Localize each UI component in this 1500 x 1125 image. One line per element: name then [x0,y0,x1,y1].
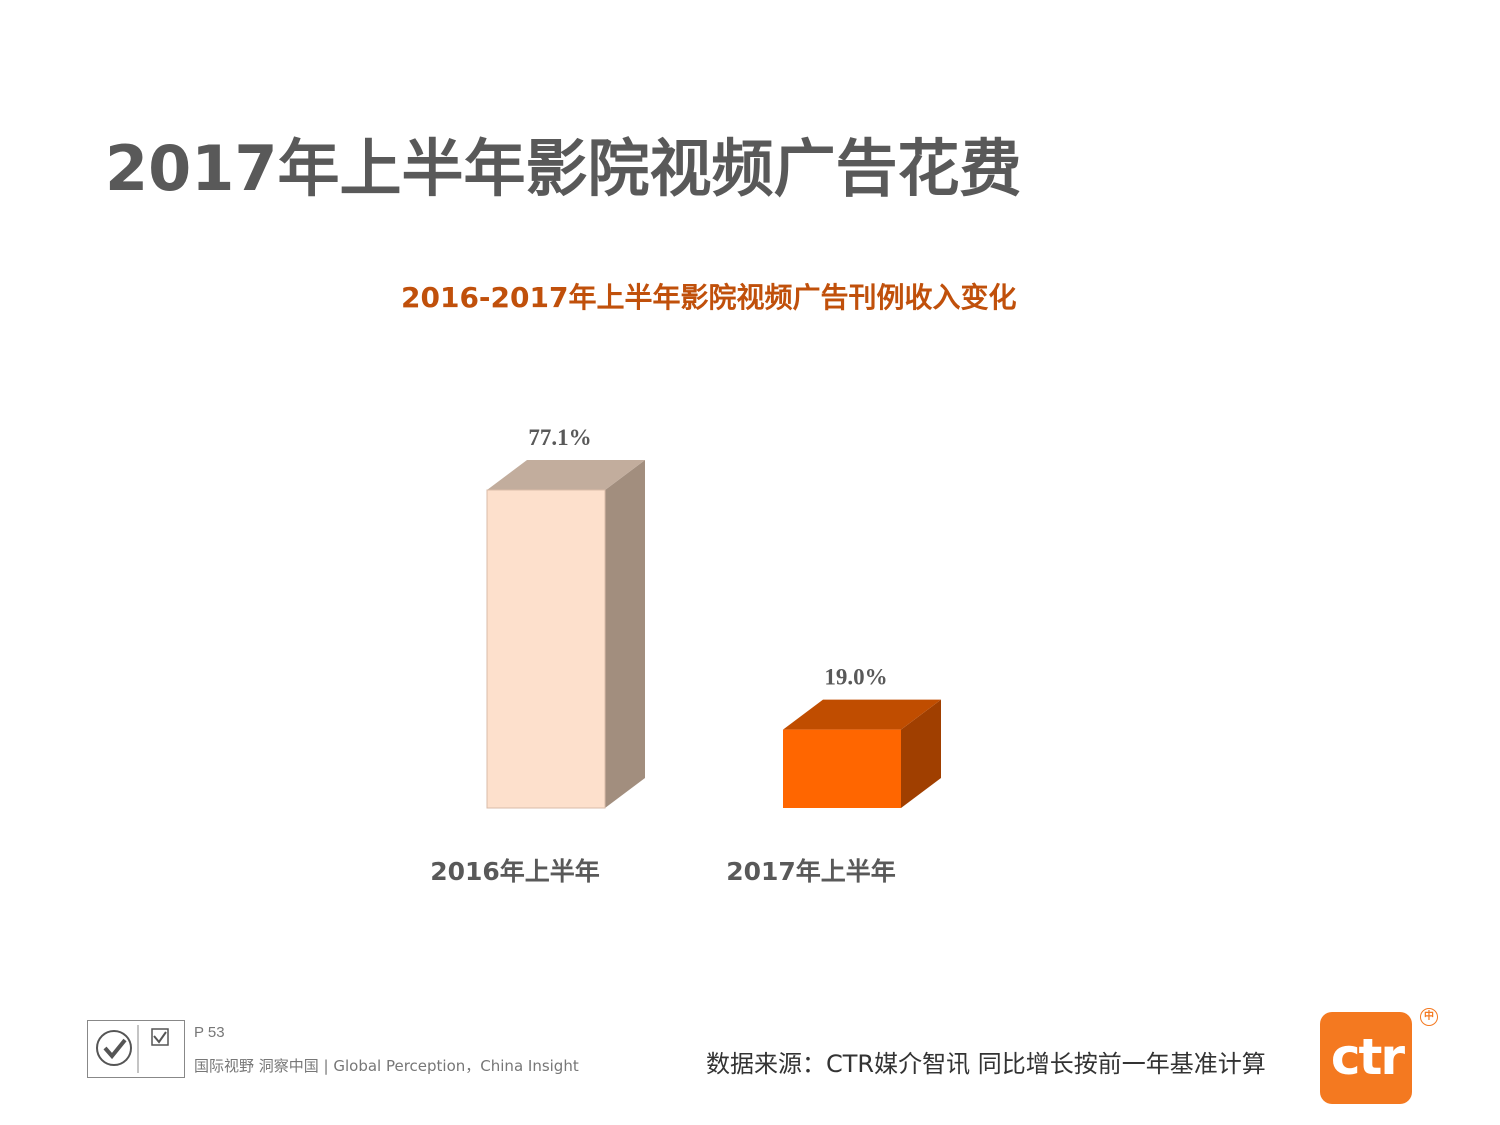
bar-top-2 [783,699,941,730]
page-title: 2017年上半年影院视频广告花费 [105,132,1022,205]
bar-side-2 [901,699,941,808]
value-label-1: 77.1% [528,425,591,450]
category-label-2: 2017年上半年 [726,857,896,886]
bar-side-1 [605,459,645,808]
page-number: P 53 [194,1024,225,1041]
value-label-2: 19.0% [824,665,887,690]
data-source-note: 数据来源：CTR媒介智讯 同比增长按前一年基准计算 [706,1050,1266,1078]
bar-1 [486,489,606,809]
bar-top-1 [487,459,645,490]
certification-logo [87,1020,185,1078]
registered-mark-icon: 中 [1420,1008,1438,1026]
bar-2 [783,729,901,808]
chart-title: 2016-2017年上半年影院视频广告刊例收入变化 [401,281,1017,314]
ctr-logo-icon [1320,1012,1412,1104]
category-label-1: 2016年上半年 [430,857,600,886]
ctr-logo-text: ctr [1330,1028,1405,1086]
sgs-ukas-badge-icon [96,1025,169,1073]
footer-tagline: 国际视野 洞察中国 | Global Perception，China Insi… [194,1057,579,1075]
